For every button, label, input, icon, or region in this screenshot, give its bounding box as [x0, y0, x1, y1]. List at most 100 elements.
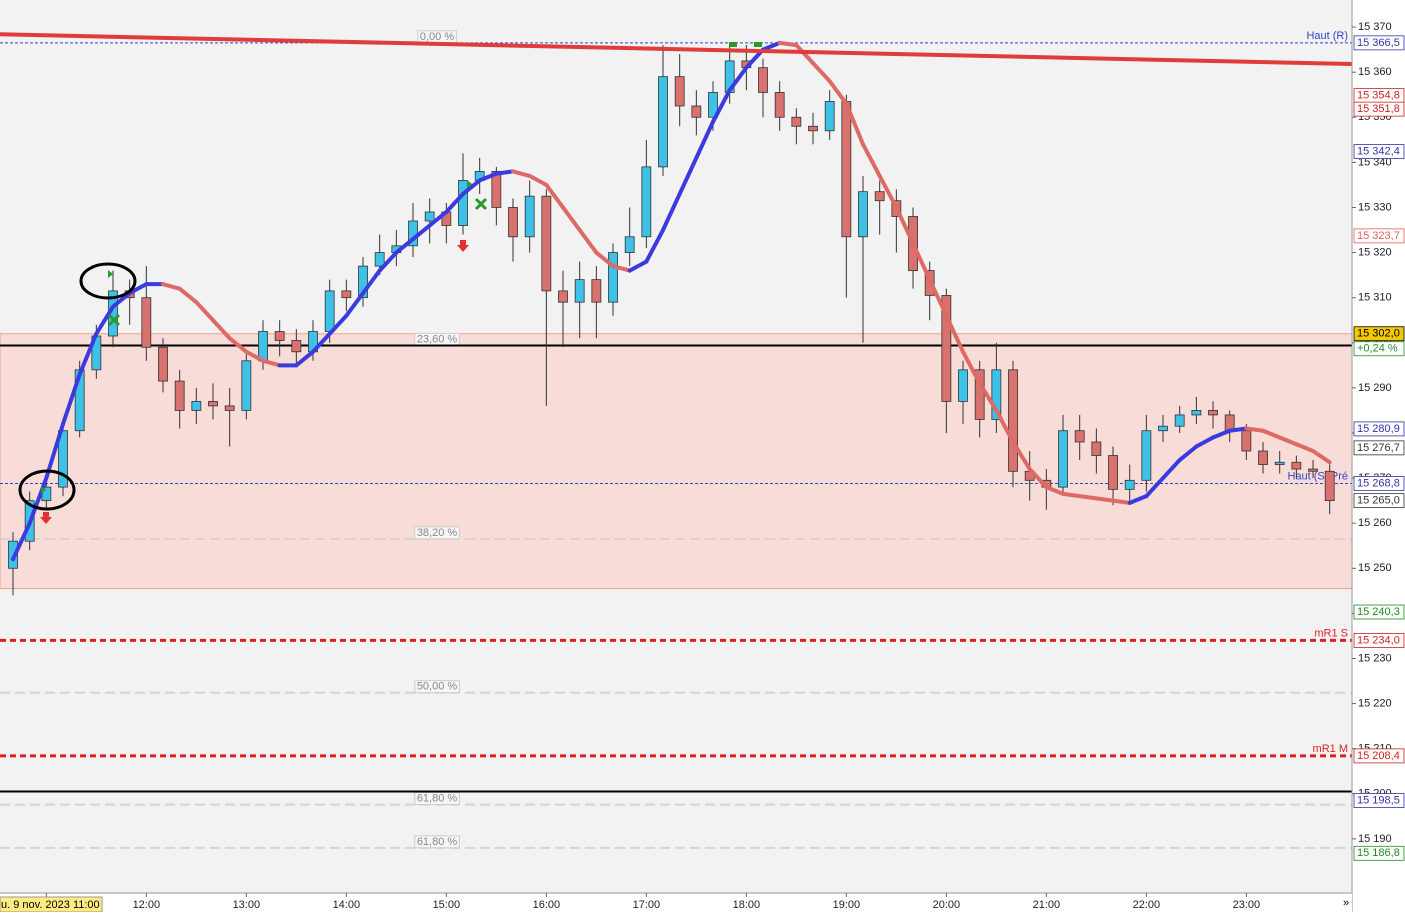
moving-average [27, 476, 49, 526]
x-tick-label: 21:00 [1033, 899, 1061, 911]
moving-average [94, 304, 116, 336]
moving-average [944, 313, 966, 354]
moving-average [1027, 467, 1049, 490]
x-tick-label: 23:00 [1233, 899, 1261, 911]
candle-body [158, 346, 168, 382]
moving-average [444, 191, 466, 214]
last-price-bg [1353, 326, 1405, 342]
moving-average [911, 241, 932, 282]
moving-average [877, 173, 899, 210]
moving-average [761, 40, 782, 52]
price-tag: 15 276,7 [1357, 442, 1400, 454]
moving-average [494, 169, 516, 176]
candle-body [1274, 461, 1285, 465]
moving-average [11, 521, 32, 562]
moving-average [1127, 494, 1149, 505]
candle-body [591, 279, 602, 303]
y-tick-label: 15 190 [1358, 833, 1392, 845]
fib-label: 61,80 % [417, 793, 458, 805]
moving-average [794, 43, 816, 66]
exit-cross [107, 313, 121, 327]
candle-body [1241, 430, 1252, 452]
candle-body [208, 400, 218, 407]
price-tag: 15 234,0 [1357, 634, 1400, 646]
x-tick-label: 12:00 [133, 899, 161, 911]
moving-average [1211, 428, 1232, 440]
last-price: 15 302,0 [1357, 328, 1400, 340]
price-tag: 15 342,4 [1357, 145, 1400, 157]
y-tick-label: 15 250 [1358, 562, 1392, 574]
candle-body [258, 331, 268, 362]
highlight-circle [79, 262, 137, 300]
moving-average [777, 40, 799, 48]
candle-body [1074, 430, 1085, 443]
moving-average [44, 421, 66, 481]
moving-average [811, 61, 832, 84]
moving-average [1061, 491, 1082, 499]
y-tick-label: 15 340 [1358, 156, 1392, 168]
moving-average [994, 408, 1016, 444]
y-tick-label: 15 220 [1358, 697, 1392, 709]
candle-body [508, 207, 518, 238]
candle-body [1191, 410, 1202, 416]
level-label: mR1 S [1314, 627, 1348, 639]
price-tag-bg [1353, 493, 1405, 509]
moving-average [411, 223, 432, 242]
candle-body [1174, 414, 1185, 427]
sell-arrow [457, 240, 469, 252]
candle-body [1058, 430, 1068, 488]
moving-average [1227, 426, 1249, 433]
candle-body [274, 331, 285, 341]
x-tick-label: 16:00 [533, 899, 561, 911]
x-tick-label: 18:00 [733, 899, 761, 911]
moving-average [244, 349, 266, 363]
candle-body [1141, 430, 1152, 481]
price-tag: 15 354,8 [1357, 90, 1400, 102]
moving-average [727, 65, 749, 93]
candle-body [824, 101, 835, 132]
candle-body [324, 290, 335, 332]
moving-average [294, 349, 316, 368]
candle-body [574, 279, 585, 303]
x-tick-label: 20:00 [933, 899, 961, 911]
moving-average [1311, 449, 1332, 465]
x-tick-label: 14:00 [333, 899, 361, 911]
fib-label-bg [414, 680, 460, 694]
candle-body [674, 76, 685, 107]
moving-average [161, 282, 182, 291]
candle-body [541, 195, 552, 292]
price-tag-bg [1353, 101, 1405, 117]
scroll-button[interactable]: » [1343, 897, 1349, 909]
x-tick-label: u. 9 nov. 2023 11:00 [1, 899, 100, 911]
y-tick-label: 15 320 [1358, 246, 1392, 258]
moving-average [61, 372, 82, 426]
price-tag-bg [1353, 228, 1405, 244]
moving-average [377, 250, 399, 273]
fib-label: 23,60 % [417, 333, 458, 345]
candle-body [374, 252, 385, 267]
candle-body [224, 405, 235, 411]
x-tick-label: 17:00 [633, 899, 661, 911]
candle-body [858, 191, 868, 238]
price-tag: 15 240,3 [1357, 606, 1400, 618]
price-tag: 15 366,5 [1357, 37, 1400, 49]
level-label: mR1 M [1313, 743, 1348, 755]
candle-body [341, 290, 352, 299]
candle-body [941, 295, 952, 402]
candle-body [174, 380, 185, 411]
candle-body [1208, 410, 1218, 416]
moving-average [1294, 442, 1316, 454]
candle-body [1258, 450, 1268, 465]
moving-average [977, 381, 999, 413]
candle-body [641, 166, 652, 238]
moving-average [1261, 428, 1282, 440]
moving-average [1244, 426, 1266, 433]
price-tag-bg [1353, 633, 1405, 648]
price-tag-bg [1353, 35, 1405, 51]
change-bg [1353, 341, 1405, 357]
candle-body [141, 297, 152, 348]
moving-average [427, 209, 449, 228]
moving-average [211, 318, 232, 341]
moving-average [261, 358, 282, 368]
fib-label-bg [414, 526, 460, 540]
